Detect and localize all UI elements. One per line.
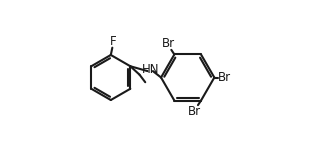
- Text: F: F: [110, 35, 116, 48]
- Text: HN: HN: [142, 63, 159, 76]
- Text: Br: Br: [162, 37, 175, 49]
- Text: Br: Br: [218, 71, 231, 84]
- Text: Br: Br: [188, 106, 202, 118]
